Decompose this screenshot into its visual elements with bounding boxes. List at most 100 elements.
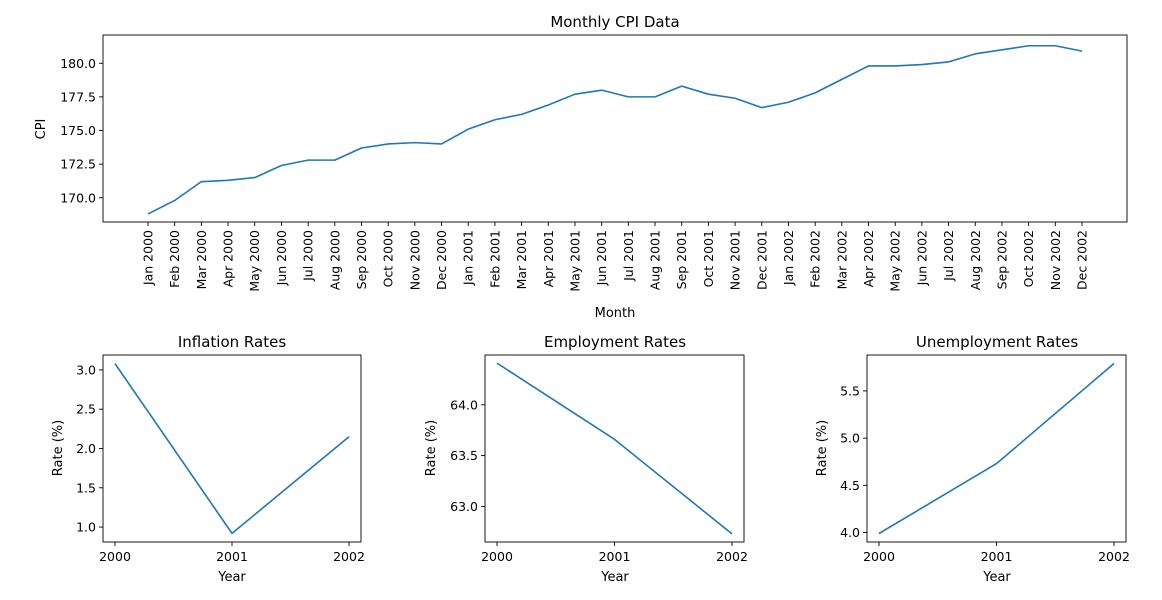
cpi-data-point [974,53,976,55]
cpi-data-point [947,61,949,63]
cpi-ytick-label: 177.5 [60,89,96,104]
cpi-xtick-label: Jan 2002 [781,230,796,286]
cpi-xtick-label: Jan 2001 [461,230,476,286]
cpi-xtick-label: Nov 2001 [728,230,743,290]
cpi-xtick-label: Sep 2001 [674,230,689,289]
cpi-data-point [654,96,656,98]
cpi-xtick-label: Sep 2000 [354,230,369,289]
cpi-data-point [921,63,923,65]
cpi-data-point [334,159,336,161]
cpi-data-point [547,104,549,106]
cpi-xtick-label: Mar 2000 [194,230,209,289]
inflation-data-point [348,436,350,438]
inflation-xtick-label: 2000 [99,549,131,564]
employment-xtick-label: 2001 [599,549,631,564]
inflation-data-point [114,362,116,364]
employment-ytick-label: 63.0 [450,499,478,514]
cpi-data-point [1001,49,1003,51]
cpi-xtick-label: Jun 2002 [914,230,929,286]
cpi-data-point [280,164,282,166]
employment-ylabel: Rate (%) [424,420,439,476]
cpi-data-point [1027,45,1029,47]
unemployment-data-point [995,462,997,464]
cpi-data-point [627,96,629,98]
cpi-data-point [147,213,149,215]
employment-xtick-label: 2002 [716,549,748,564]
cpi-xtick-label: Jul 2001 [621,230,636,282]
cpi-data-point [787,101,789,103]
cpi-data-point [440,143,442,145]
employment-series-line [496,362,733,535]
employment-plot-area: 63.0 63.5 64.0 2000 2001 2002 [450,354,748,564]
cpi-data-point [761,106,763,108]
inflation-ytick-label: 1.5 [76,480,96,495]
cpi-xtick-label: Aug 2001 [648,230,663,290]
cpi-xtick-label: Apr 2000 [221,230,236,287]
cpi-xtick-label: Nov 2002 [1048,230,1063,290]
cpi-xlabel: Month [595,306,636,321]
unemployment-data-point [1113,362,1115,364]
cpi-data-point [467,128,469,130]
cpi-xtick-label: Nov 2000 [407,230,422,290]
cpi-data-point [254,176,256,178]
unemployment-data-point [878,532,880,534]
cpi-data-point [1054,45,1056,47]
cpi-data-point [494,119,496,121]
cpi-xtick-label: Apr 2002 [861,230,876,287]
inflation-xtick-label: 2002 [333,549,365,564]
cpi-data-point [520,113,522,115]
cpi-data-point [414,141,416,143]
cpi-xtick-label: Oct 2001 [701,230,716,287]
cpi-xtick-label: Mar 2002 [834,230,849,289]
unemployment-plot-area: 4.0 4.5 5.0 5.5 2000 2001 2002 [840,354,1130,564]
cpi-xtick-label: Mar 2001 [514,230,529,289]
cpi-chart: Monthly CPI Data Month CPI 170.0 172.5 175… [34,13,1128,321]
employment-chart: Employment Rates Year Rate (%) 63.063.56… [424,333,748,585]
employment-xtick-label: 2000 [481,549,513,564]
cpi-data-point [734,97,736,99]
cpi-xtick-label: Dec 2001 [754,230,769,290]
cpi-data-point [894,65,896,67]
cpi-data-point [307,159,309,161]
cpi-data-point [867,65,869,67]
cpi-plot-area: 170.0 172.5 175.0 177.5 180.0 Jan 2000 Feb 200… [60,34,1128,292]
inflation-ytick-label: 2.5 [76,402,96,417]
cpi-ytick-label: 172.5 [60,157,96,172]
cpi-xtick-label: Feb 2000 [167,230,182,288]
employment-data-point [731,533,733,535]
unemployment-ytick-label: 4.5 [840,478,860,493]
cpi-xtick-label: May 2000 [247,230,262,292]
cpi-data-point [1081,50,1083,52]
inflation-ytick-label: 2.0 [76,441,96,456]
unemployment-xtick-label: 2000 [863,549,895,564]
employment-data-point [496,362,498,364]
cpi-xtick-label: Dec 2002 [1075,230,1090,290]
cpi-xtick-label: Oct 2002 [1021,230,1036,287]
unemployment-ytick-label: 4.0 [840,525,860,540]
cpi-data-point [574,93,576,95]
inflation-plot-area: 1.0 1.5 2.0 2.5 3.0 2000 2001 2002 [76,354,365,564]
cpi-data-point [707,93,709,95]
inflation-ytick-label: 3.0 [76,362,96,377]
cpi-axes-frame [102,34,1128,223]
employment-data-point [613,438,615,440]
cpi-xtick-label: Jan 2000 [141,230,156,286]
cpi-data-point [387,143,389,145]
unemployment-ytick-label: 5.0 [840,431,860,446]
cpi-xtick-label: Feb 2002 [808,230,823,288]
inflation-xlabel: Year [217,570,246,585]
cpi-xtick-label: Dec 2000 [434,230,449,290]
inflation-ylabel: Rate (%) [51,420,66,476]
unemployment-xtick-label: 2002 [1098,549,1130,564]
cpi-title: Monthly CPI Data [550,13,679,31]
employment-title: Employment Rates [544,333,686,351]
unemployment-series-line [878,362,1115,535]
cpi-xtick-label: Oct 2000 [381,230,396,287]
inflation-ytick-label: 1.0 [76,520,96,535]
cpi-ytick-label: 175.0 [60,123,96,138]
cpi-xtick-label: Feb 2001 [487,230,502,288]
cpi-ytick-label: 170.0 [60,190,96,205]
cpi-xtick-label: May 2001 [567,230,582,292]
